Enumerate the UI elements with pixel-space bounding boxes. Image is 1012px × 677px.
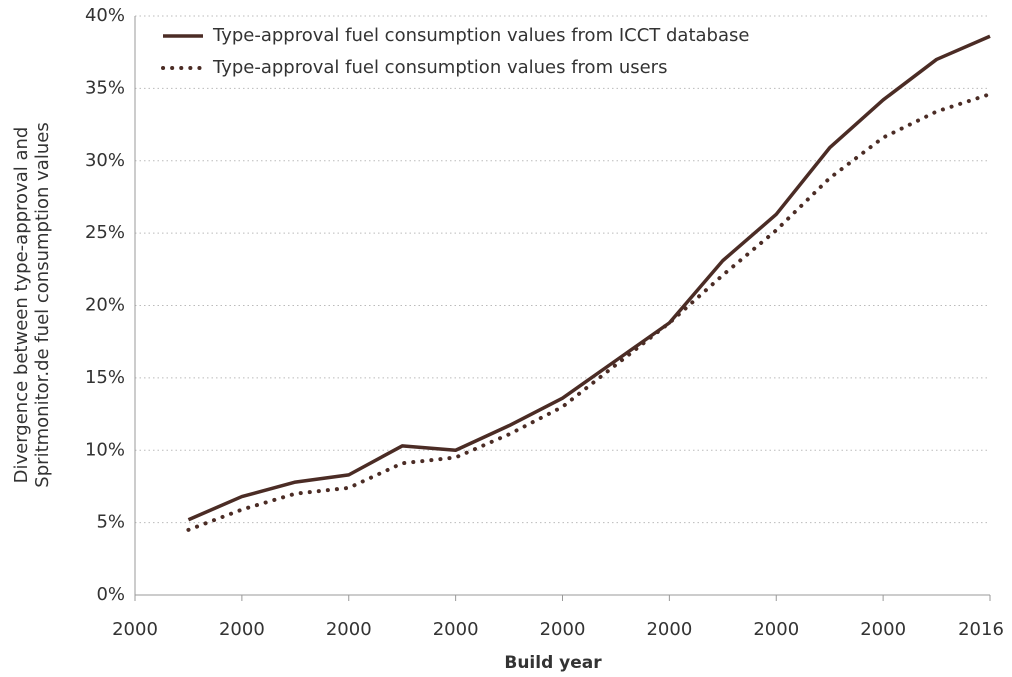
y-tick-label: 25% bbox=[85, 222, 125, 243]
x-tick-label: 2000 bbox=[326, 619, 372, 640]
y-tick-label: 20% bbox=[85, 295, 125, 316]
y-axis-title: Spritmonitor.de fuel consumption values bbox=[32, 122, 53, 487]
legend-label: Type-approval fuel consumption values fr… bbox=[212, 25, 749, 46]
x-tick-label: 2000 bbox=[646, 619, 692, 640]
x-tick-label: 2016 bbox=[958, 619, 1004, 640]
x-tick-label: 2000 bbox=[112, 619, 158, 640]
x-tick-label: 2000 bbox=[219, 619, 265, 640]
y-tick-label: 0% bbox=[96, 584, 125, 605]
y-tick-label: 30% bbox=[85, 150, 125, 171]
x-tick-label: 2000 bbox=[433, 619, 479, 640]
x-tick-label: 2000 bbox=[540, 619, 586, 640]
y-axis-title: Divergence between type-approval and bbox=[11, 127, 32, 484]
y-tick-label: 5% bbox=[96, 512, 125, 533]
x-tick-label: 2000 bbox=[753, 619, 799, 640]
y-tick-label: 10% bbox=[85, 439, 125, 460]
y-tick-label: 40% bbox=[85, 5, 125, 26]
series-line bbox=[186, 92, 992, 532]
x-tick-label: 2000 bbox=[860, 619, 906, 640]
y-tick-label: 15% bbox=[85, 367, 125, 388]
y-tick-label: 35% bbox=[85, 77, 125, 98]
x-axis-title: Build year bbox=[504, 653, 602, 673]
series-line bbox=[187, 34, 991, 522]
legend-label: Type-approval fuel consumption values fr… bbox=[212, 57, 667, 78]
